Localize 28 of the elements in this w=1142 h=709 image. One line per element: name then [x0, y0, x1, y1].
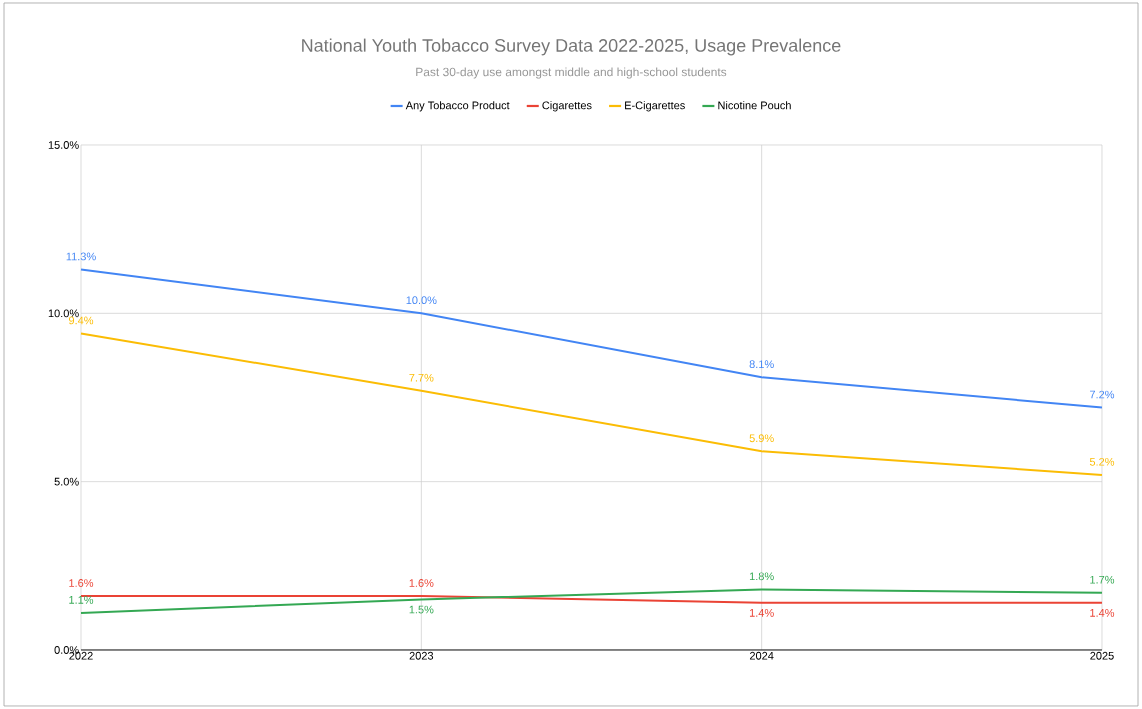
data-label: 9.4%: [68, 316, 94, 325]
data-label: 10.0%: [406, 296, 437, 305]
y-tick-label: 10.0%: [48, 309, 79, 318]
data-label: 1.7%: [1090, 575, 1115, 584]
data-label: 8.1%: [749, 360, 774, 369]
data-label: 1.4%: [749, 609, 774, 617]
chart-subtitle: Past 30-day use amongst middle and high-school students: [416, 67, 727, 79]
data-label: 11.3%: [66, 252, 96, 261]
data-label: 1.6%: [409, 579, 434, 587]
data-label: 5.2%: [1089, 457, 1115, 466]
data-label: 1.5%: [409, 605, 434, 614]
legend-label: Cigarettes: [542, 101, 592, 112]
y-tick-label: 5.0%: [54, 477, 79, 486]
x-tick-label: 2024: [749, 651, 774, 660]
legend-label: Any Tobacco Product: [405, 101, 510, 112]
data-label: 1.1%: [69, 596, 94, 604]
data-label: 5.9%: [749, 434, 774, 443]
chart-title: National Youth Tobacco Survey Data 2022-2025, Usage Prevalence: [302, 38, 841, 56]
x-tick-label: 2023: [409, 651, 434, 660]
legend-label: E-Cigarettes: [625, 101, 685, 112]
data-label: 7.7%: [409, 373, 434, 382]
data-label: 7.2%: [1090, 390, 1115, 399]
y-tick-label: 15.0%: [48, 141, 79, 149]
data-label: 1.8%: [749, 572, 774, 581]
x-tick-label: 2025: [1090, 651, 1114, 660]
legend-label: Nicotine Pouch: [718, 101, 791, 110]
data-label: 1.4%: [1090, 609, 1115, 617]
data-label: 1.6%: [69, 579, 94, 587]
